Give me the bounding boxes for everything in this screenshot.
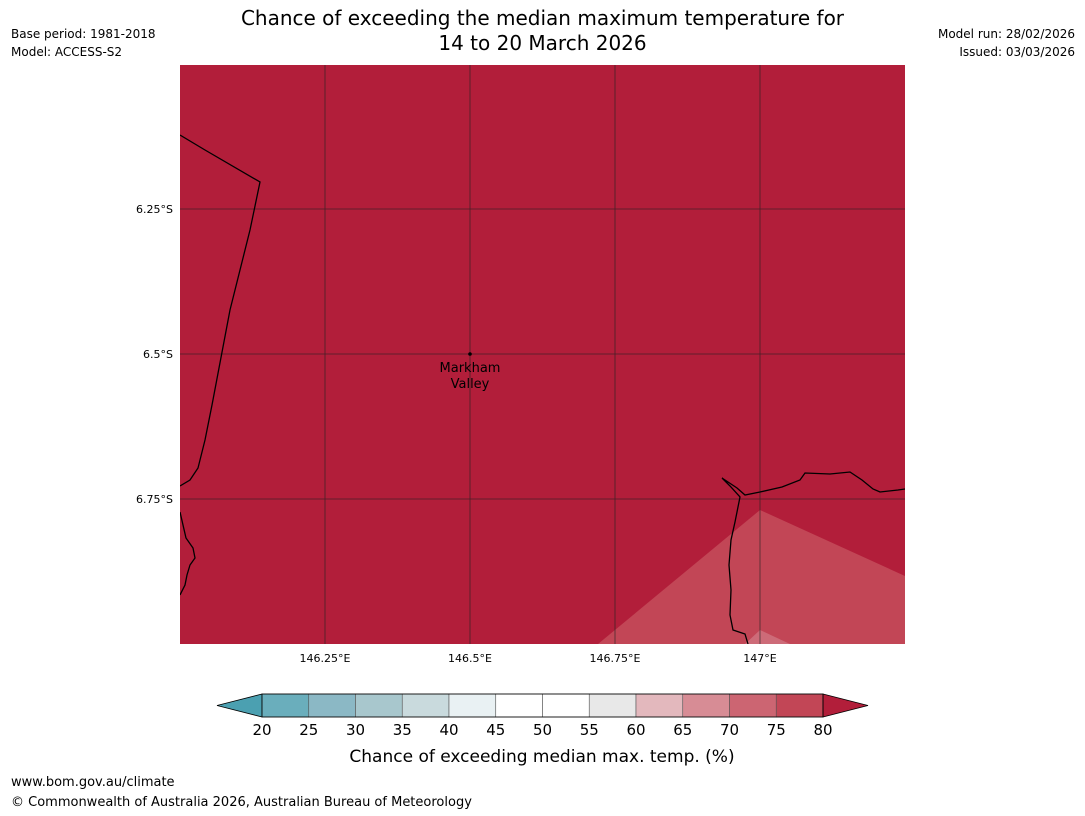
colorbar-tick-label: 40 [439, 721, 458, 739]
colorbar-tick-label: 35 [393, 721, 412, 739]
lon-label-146-75: 146.75°E [590, 652, 641, 665]
base-period-text: Base period: 1981-2018 [11, 27, 156, 41]
issued-text: Issued: 03/03/2026 [959, 45, 1075, 59]
colorbar-outline [261, 693, 824, 718]
colorbar-extend-high [822, 693, 869, 718]
probability-zone-65-70 [745, 630, 790, 644]
lat-label-6-5: 6.5°S [143, 348, 173, 361]
colorbar-tick-label: 20 [252, 721, 271, 739]
model-run-text: Model run: 28/02/2026 [937, 27, 1075, 41]
footer-url: www.bom.gov.au/climate [11, 775, 175, 790]
meta-left: Base period: 1981-2018 Model: ACCESS-S2 [11, 25, 156, 61]
colorbar-segment [401, 693, 450, 718]
graticule [180, 65, 905, 644]
colorbar-segment [308, 693, 356, 718]
colorbar-segment [261, 693, 310, 718]
coastline-east [721, 471, 905, 644]
colorbar-tick-label: 65 [673, 721, 692, 739]
colorbar-segment [682, 693, 730, 718]
colorbar-segment [775, 693, 824, 718]
colorbar-title: Chance of exceeding median max. temp. (%… [349, 747, 734, 767]
lat-label-6-75: 6.75°S [136, 493, 173, 506]
lat-label-6-25: 6.25°S [136, 203, 173, 216]
colorbar-segment [729, 693, 777, 718]
model-text: Model: ACCESS-S2 [11, 45, 123, 59]
title-line-2: 14 to 20 March 2026 [438, 31, 647, 55]
map-area: Markham Valley [180, 65, 905, 644]
colorbar-tick-label: 70 [720, 721, 739, 739]
colorbar-tick-label: 45 [486, 721, 505, 739]
colorbar-tick-label: 80 [813, 721, 832, 739]
colorbar-tick-label: 25 [299, 721, 318, 739]
lon-label-147: 147°E [743, 652, 776, 665]
longitude-labels: 146.25°E 146.5°E 146.75°E 147°E [300, 652, 777, 665]
probability-zone-70-75 [598, 510, 905, 644]
colorbar-extend-low [216, 693, 263, 718]
lon-label-146-25: 146.25°E [300, 652, 351, 665]
colorbar-tick-label: 50 [533, 721, 552, 739]
latitude-labels: 6.25°S 6.5°S 6.75°S [136, 203, 173, 506]
footer-copyright: © Commonwealth of Australia 2026, Austra… [11, 795, 472, 810]
colorbar-segment [542, 693, 590, 718]
colorbar-segment [495, 693, 543, 718]
colorbar-tick-label: 60 [626, 721, 645, 739]
colorbar-segment [448, 693, 497, 718]
place-label-line-2: Valley [451, 377, 490, 392]
colorbar-tick-label: 75 [767, 721, 786, 739]
colorbar-segment [588, 693, 637, 718]
colorbar: 20 25 30 35 40 45 50 55 60 65 70 75 80 [216, 693, 869, 739]
colorbar-segment [635, 693, 684, 718]
page-title: Chance of exceeding the median maximum t… [0, 6, 1085, 56]
boundaries [180, 134, 905, 644]
colorbar-tick-label: 30 [346, 721, 365, 739]
colorbar-segment [355, 693, 403, 718]
lon-label-146-5: 146.5°E [448, 652, 492, 665]
place-label-line-1: Markham [440, 361, 501, 376]
place-marker [468, 352, 472, 356]
coastline-west [180, 511, 196, 596]
colorbar-tick-label: 55 [580, 721, 599, 739]
title-line-1: Chance of exceeding the median maximum t… [240, 6, 845, 30]
meta-right: Model run: 28/02/2026 Issued: 03/03/2026 [938, 25, 1075, 61]
province-border [180, 134, 261, 487]
